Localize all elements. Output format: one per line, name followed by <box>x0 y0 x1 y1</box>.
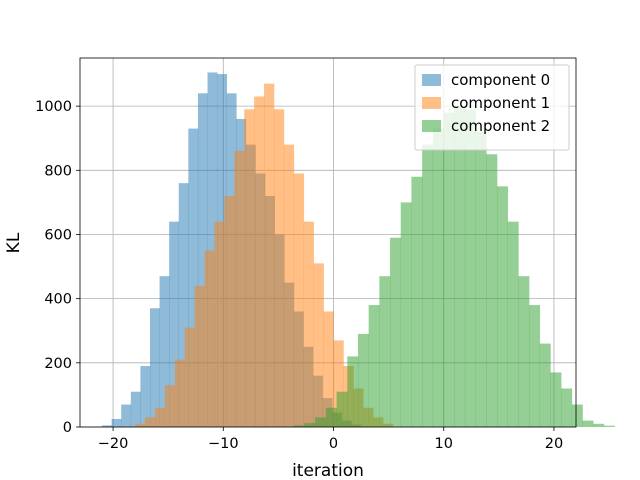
histogram-bar <box>475 131 487 428</box>
histogram-bar <box>432 128 444 427</box>
legend-swatch <box>422 97 441 109</box>
histogram-bar <box>194 285 205 427</box>
histogram-bar <box>313 263 324 427</box>
histogram-bar <box>154 407 166 427</box>
y-tick-label: 800 <box>44 163 72 179</box>
histogram-bars <box>102 72 615 428</box>
histogram-bar <box>507 221 519 427</box>
histogram-bar <box>264 83 275 428</box>
histogram-bar <box>325 407 337 427</box>
histogram-bar <box>254 96 265 428</box>
y-axis: 0 200 400 600 800 1000 <box>35 99 80 436</box>
histogram-bar <box>496 186 508 427</box>
histogram-bar <box>130 391 141 427</box>
histogram-bar <box>197 93 208 427</box>
histogram-bar <box>422 144 434 428</box>
x-tick-label: −10 <box>208 436 239 452</box>
histogram-bar <box>178 183 189 427</box>
histogram-bar <box>102 425 112 427</box>
histogram-bar <box>603 425 615 427</box>
histogram-bar <box>169 221 180 427</box>
legend-label: component 1 <box>451 94 550 112</box>
histogram-bar <box>174 359 186 427</box>
histogram-bar <box>357 333 369 427</box>
histogram-bar <box>111 418 122 427</box>
histogram-bar <box>561 388 573 427</box>
x-tick-label: 10 <box>435 436 453 452</box>
histogram-bar <box>204 250 215 427</box>
histogram-bar <box>159 276 170 427</box>
histogram-bar <box>293 425 305 427</box>
legend-label: component 2 <box>451 117 550 135</box>
histogram-bar <box>443 112 455 428</box>
histogram-bar <box>224 195 235 427</box>
histogram-bar <box>529 305 541 427</box>
y-tick-label: 200 <box>44 356 72 372</box>
histogram-bar <box>454 106 466 427</box>
histogram-bar <box>336 391 348 427</box>
histogram-bar <box>571 404 583 427</box>
y-tick-label: 0 <box>63 420 72 436</box>
histogram-bar <box>207 72 218 427</box>
y-tick-label: 1000 <box>35 99 72 115</box>
histogram-bar <box>140 366 151 427</box>
histogram-bar <box>550 372 562 427</box>
histogram-bar <box>283 144 295 428</box>
x-axis: −20 −10 0 10 20 <box>98 427 563 452</box>
histogram-bar <box>411 176 423 427</box>
histogram-bar <box>149 308 160 427</box>
histogram-bar <box>400 202 412 427</box>
histogram-bar <box>303 221 314 427</box>
histogram-bar <box>293 173 305 427</box>
legend-label: component 0 <box>451 71 550 89</box>
histogram-bar <box>145 417 156 427</box>
y-tick-label: 600 <box>44 227 72 243</box>
histogram-bar <box>234 151 245 427</box>
legend-box <box>414 64 570 151</box>
x-tick-label: 20 <box>545 436 563 452</box>
histogram-bar <box>593 423 605 427</box>
histogram-bar <box>347 356 359 427</box>
histogram-bar <box>368 305 380 427</box>
legend: component 0 component 1 component 2 <box>414 64 570 151</box>
histogram-bar <box>164 385 176 427</box>
histogram-bar <box>323 311 334 427</box>
histogram-bar <box>184 327 195 427</box>
histogram-bar <box>333 340 344 427</box>
histogram-bar <box>464 109 476 428</box>
histogram-bar <box>486 154 498 427</box>
histogram-bar <box>518 276 530 427</box>
histogram-bar <box>304 423 316 427</box>
y-tick-label: 400 <box>44 292 72 308</box>
histogram-bar <box>539 343 551 427</box>
y-axis-label: KL <box>4 232 24 253</box>
x-axis-label: iteration <box>292 461 364 480</box>
histogram-bar <box>244 109 255 428</box>
legend-swatch <box>422 74 441 86</box>
x-tick-label: −20 <box>98 436 129 452</box>
histogram-bar <box>379 276 391 427</box>
histogram-bar <box>188 128 199 427</box>
histogram-bar <box>390 237 402 427</box>
histogram-bar <box>315 417 327 427</box>
histogram-bar <box>121 404 132 427</box>
legend-swatch <box>422 120 441 132</box>
histogram-bar <box>582 420 594 427</box>
histogram-bar <box>273 109 285 428</box>
x-tick-label: 0 <box>329 436 338 452</box>
series-2-bars <box>293 106 615 428</box>
plot-frame <box>79 57 577 428</box>
histogram-bar <box>214 221 225 427</box>
histogram-bar <box>135 423 146 427</box>
